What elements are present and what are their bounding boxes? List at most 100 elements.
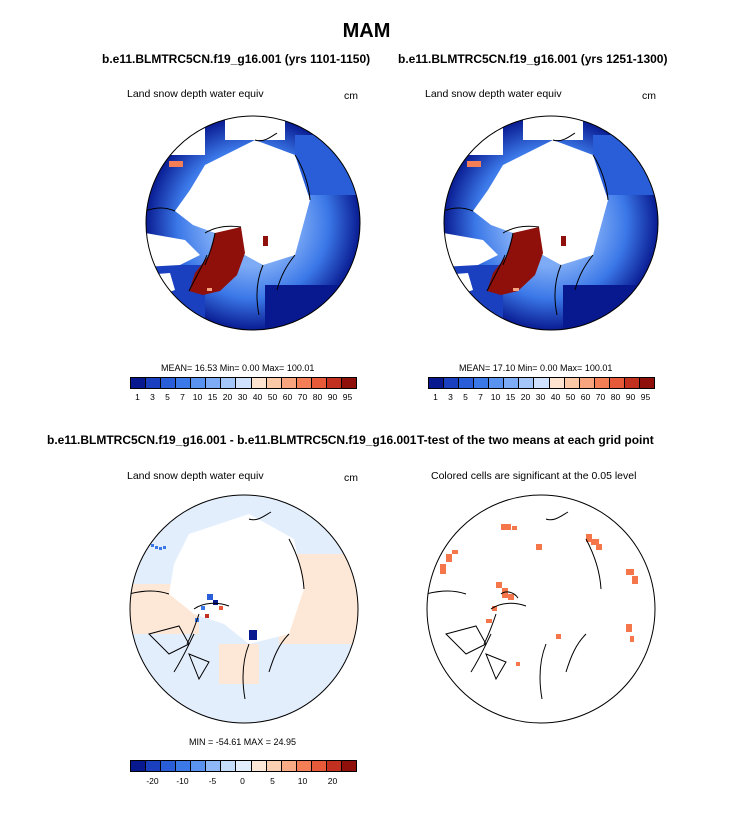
panel-1-colorbar-labels: 1 3 5 7 10 15 20 30 40 50 60 70 80 90 95 [130,392,355,404]
panel-2-polar-map [443,115,659,331]
colorbar-tick-label: 5 [165,392,170,402]
colorbar-swatch [296,378,312,388]
colorbar-tick-label: 40 [252,392,263,402]
colorbar-tick-label: 10 [192,392,203,402]
colorbar-swatch [191,378,207,388]
colorbar-swatch [609,378,625,388]
colorbar-tick-label: 80 [610,392,621,402]
colorbar-swatch [221,378,237,388]
panel-4-significance-note: Colored cells are significant at the 0.0… [431,470,637,482]
colorbar-tick-label: 10 [490,392,501,402]
colorbar-swatch [639,378,654,388]
colorbar-swatch [251,761,267,771]
colorbar-swatch [281,378,297,388]
colorbar-tick-label: 30 [237,392,248,402]
panel-4-title: T-test of the two means at each grid poi… [417,433,654,447]
panel-2-colorbar-labels: 1 3 5 7 10 15 20 30 40 50 60 70 80 90 95 [428,392,653,404]
panel-2-stats: MEAN= 17.10 Min= 0.00 Max= 100.01 [459,363,613,373]
colorbar-swatch [311,761,327,771]
colorbar-swatch [176,761,192,771]
colorbar-swatch [296,761,312,771]
colorbar-tick-label: 50 [267,392,278,402]
panel-2-unit-label: cm [642,90,656,102]
colorbar-swatch [251,378,267,388]
panel-2-title: b.e11.BLMTRC5CN.f19_g16.001 (yrs 1251-13… [398,52,668,66]
page-title: MAM [342,20,391,42]
panel-1-polar-map [145,115,361,331]
colorbar-tick-label: 80 [312,392,323,402]
colorbar-tick-label: -10 [176,776,189,786]
colorbar-swatch [206,761,222,771]
colorbar-swatch [549,378,565,388]
colorbar-tick-label: 60 [282,392,293,402]
colorbar-tick-label: 3 [448,392,453,402]
colorbar-tick-label: 7 [478,392,483,402]
colorbar-tick-label: 15 [207,392,218,402]
panel-2-greenland-icesheet [487,227,543,295]
panel-2-arctic-ocean [473,140,608,265]
panel-2-colorbar [428,377,655,389]
panel-1-variable-label: Land snow depth water equiv [127,88,264,100]
colorbar-swatch [131,761,147,771]
panel-3-variable-label: Land snow depth water equiv [127,470,264,482]
colorbar-tick-label: 70 [297,392,308,402]
colorbar-tick-label: 20 [327,776,338,786]
colorbar-tick-label: 0 [240,776,245,786]
colorbar-swatch [266,378,282,388]
colorbar-swatch [474,378,490,388]
colorbar-swatch [624,378,640,388]
colorbar-tick-label: 15 [505,392,516,402]
panel-1-title: b.e11.BLMTRC5CN.f19_g16.001 (yrs 1101-11… [102,52,371,66]
colorbar-swatch [236,761,252,771]
colorbar-swatch [281,761,297,771]
colorbar-swatch [564,378,580,388]
colorbar-swatch [341,761,356,771]
colorbar-swatch [504,378,520,388]
colorbar-swatch [176,378,192,388]
colorbar-swatch [429,378,445,388]
colorbar-tick-label: 1 [433,392,438,402]
colorbar-swatch [489,378,505,388]
panel-1-colorbar [130,377,357,389]
colorbar-swatch [444,378,460,388]
colorbar-swatch [534,378,550,388]
colorbar-tick-label: 3 [150,392,155,402]
panel-3-stats: MIN = -54.61 MAX = 24.95 [189,737,297,747]
colorbar-tick-label: 5 [463,392,468,402]
panel-3-colorbar-labels: -20 -10 -5 0 5 10 20 [130,776,355,788]
panel-4-polar-map [426,494,656,724]
colorbar-swatch [519,378,535,388]
colorbar-tick-label: 95 [342,392,353,402]
colorbar-tick-label: 60 [580,392,591,402]
colorbar-tick-label: -20 [146,776,159,786]
colorbar-tick-label: 30 [535,392,546,402]
colorbar-tick-label: 5 [270,776,275,786]
colorbar-swatch [594,378,610,388]
colorbar-swatch [236,378,252,388]
colorbar-swatch [326,378,342,388]
panel-1-greenland-icesheet [189,227,245,295]
panel-3-colorbar [130,760,357,772]
colorbar-tick-label: 7 [180,392,185,402]
colorbar-swatch [266,761,282,771]
panel-4-significant-cells [440,524,638,666]
colorbar-swatch [161,761,177,771]
colorbar-swatch [326,761,342,771]
colorbar-swatch [221,761,237,771]
colorbar-tick-label: 10 [297,776,308,786]
colorbar-swatch [161,378,177,388]
colorbar-tick-label: 20 [520,392,531,402]
colorbar-tick-label: 70 [595,392,606,402]
colorbar-tick-label: -5 [208,776,217,786]
panel-3-polar-map [129,494,359,724]
panel-1-unit-label: cm [344,90,358,102]
colorbar-swatch [131,378,147,388]
colorbar-swatch [579,378,595,388]
colorbar-swatch [146,378,162,388]
colorbar-tick-label: 95 [640,392,651,402]
colorbar-swatch [341,378,356,388]
colorbar-tick-label: 90 [327,392,338,402]
panel-3-unit-label: cm [344,472,358,484]
panel-3-title: b.e11.BLMTRC5CN.f19_g16.001 - b.e11.BLMT… [47,433,417,447]
colorbar-tick-label: 20 [222,392,233,402]
